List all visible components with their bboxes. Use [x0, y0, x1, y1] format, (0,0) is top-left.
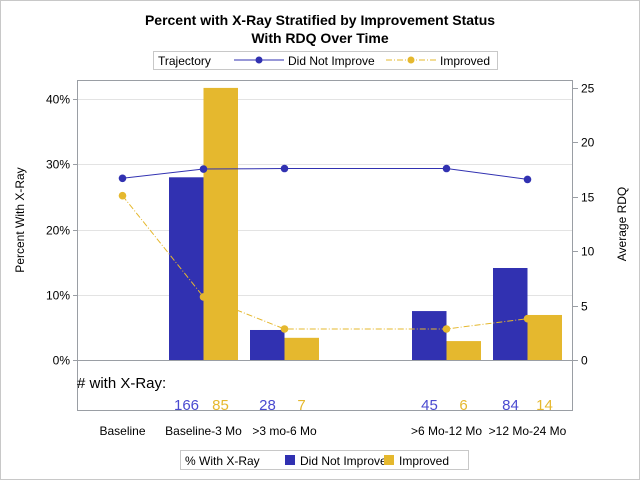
- count-did-not-improve: 84: [502, 397, 519, 414]
- plot-area: [77, 80, 573, 411]
- y-tick-label: 0%: [53, 354, 71, 368]
- bar-improved: [284, 337, 319, 360]
- y-axis-label: Percent With X-Ray: [13, 167, 27, 272]
- y2-tick-label: 5: [581, 300, 588, 314]
- top-legend-item-improved: Improved: [440, 54, 490, 68]
- bar-did-not-improve: [250, 329, 285, 360]
- marker-improved: [280, 325, 289, 333]
- bottom-legend-title: % With X-Ray: [185, 454, 260, 468]
- y-tick-label: 30%: [46, 158, 70, 172]
- x-tick-label: >6 Mo-12 Mo: [411, 424, 482, 438]
- marker-did-not-improve: [118, 174, 127, 183]
- legend-marker-did-not-improve: [255, 56, 263, 64]
- top-legend-title: Trajectory: [158, 54, 211, 68]
- legend-marker-improved: [407, 56, 415, 64]
- bottom-legend-item-did-not-improve: Did Not Improve: [300, 454, 387, 468]
- bar-did-not-improve: [169, 177, 204, 360]
- marker-did-not-improve: [442, 164, 451, 173]
- x-tick-label: Baseline: [99, 424, 145, 438]
- count-improved: 85: [212, 397, 229, 414]
- marker-improved: [523, 314, 532, 323]
- y-tick-label: 40%: [46, 93, 70, 107]
- y2-tick-label: 15: [581, 191, 595, 205]
- y-tick-label: 10%: [46, 289, 70, 303]
- marker-improved: [199, 293, 208, 301]
- count-did-not-improve: 28: [259, 397, 276, 414]
- bottom-legend: % With X-Ray Did Not Improve Improved: [180, 450, 469, 470]
- marker-improved: [118, 191, 127, 200]
- bottom-legend-item-improved: Improved: [399, 454, 449, 468]
- marker-did-not-improve: [280, 164, 289, 173]
- counts-label: # with X-Ray:: [77, 375, 166, 392]
- count-improved: 7: [297, 397, 305, 414]
- bar-did-not-improve: [493, 267, 528, 360]
- bar-did-not-improve: [412, 311, 447, 360]
- top-legend-item-did-not-improve: Did Not Improve: [288, 54, 375, 68]
- bar-improved: [527, 314, 562, 360]
- y2-tick-label: 20: [581, 136, 595, 150]
- marker-did-not-improve: [199, 165, 208, 173]
- count-improved: 14: [536, 397, 553, 414]
- legend-swatch-did-not-improve: [285, 455, 295, 465]
- count-did-not-improve: 45: [421, 397, 438, 414]
- bar-improved: [446, 341, 481, 360]
- y2-tick-label: 25: [581, 82, 595, 96]
- count-improved: 6: [459, 397, 467, 414]
- chart-title-line1: Percent with X-Ray Stratified by Improve…: [145, 12, 495, 28]
- y-tick-label: 20%: [46, 224, 70, 238]
- x-tick-label: >12 Mo-24 Mo: [489, 424, 567, 438]
- legend-swatch-improved: [384, 455, 394, 465]
- y2-tick-label: 0: [581, 354, 588, 368]
- top-legend: Trajectory Did Not Improve Improved: [153, 51, 498, 70]
- marker-did-not-improve: [523, 175, 532, 184]
- x-tick-label: >3 mo-6 Mo: [252, 424, 317, 438]
- bar-improved: [203, 87, 238, 360]
- chart-title-line2: With RDQ Over Time: [251, 30, 389, 46]
- marker-improved: [442, 325, 451, 333]
- count-did-not-improve: 166: [174, 397, 199, 414]
- x-tick-label: Baseline-3 Mo: [165, 424, 242, 438]
- y2-axis-label: Average RDQ: [615, 187, 629, 261]
- y2-tick-label: 10: [581, 245, 595, 259]
